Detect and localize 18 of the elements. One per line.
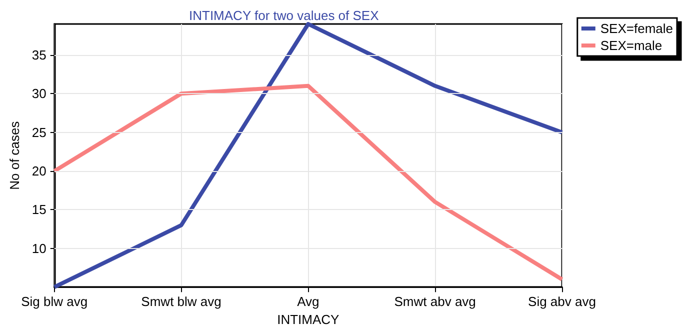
x-tick-label: Avg xyxy=(297,294,320,310)
x-tick-label: Sig abv avg xyxy=(528,294,596,310)
x-tick-label: Smwt blw avg xyxy=(141,294,222,310)
y-tick-label: 30 xyxy=(32,86,46,102)
line-series xyxy=(52,84,564,282)
y-axis-title: No of cases xyxy=(7,120,22,190)
y-tick-label: 20 xyxy=(32,164,46,179)
line-series xyxy=(52,22,564,290)
legend-label: SEX=male xyxy=(600,38,662,53)
x-tick-label: Sig blw avg xyxy=(21,294,88,310)
legend-label: SEX=female xyxy=(600,21,673,36)
chart-title: INTIMACY for two values of SEX xyxy=(189,8,380,23)
y-tick-label: 35 xyxy=(32,47,46,62)
y-tick-label: 25 xyxy=(32,124,46,140)
y-tick-label: 10 xyxy=(32,240,46,256)
y-tick-label: 15 xyxy=(32,202,46,218)
x-tick-label: Smwt abv avg xyxy=(394,294,476,310)
x-axis-title: INTIMACY xyxy=(277,312,340,327)
